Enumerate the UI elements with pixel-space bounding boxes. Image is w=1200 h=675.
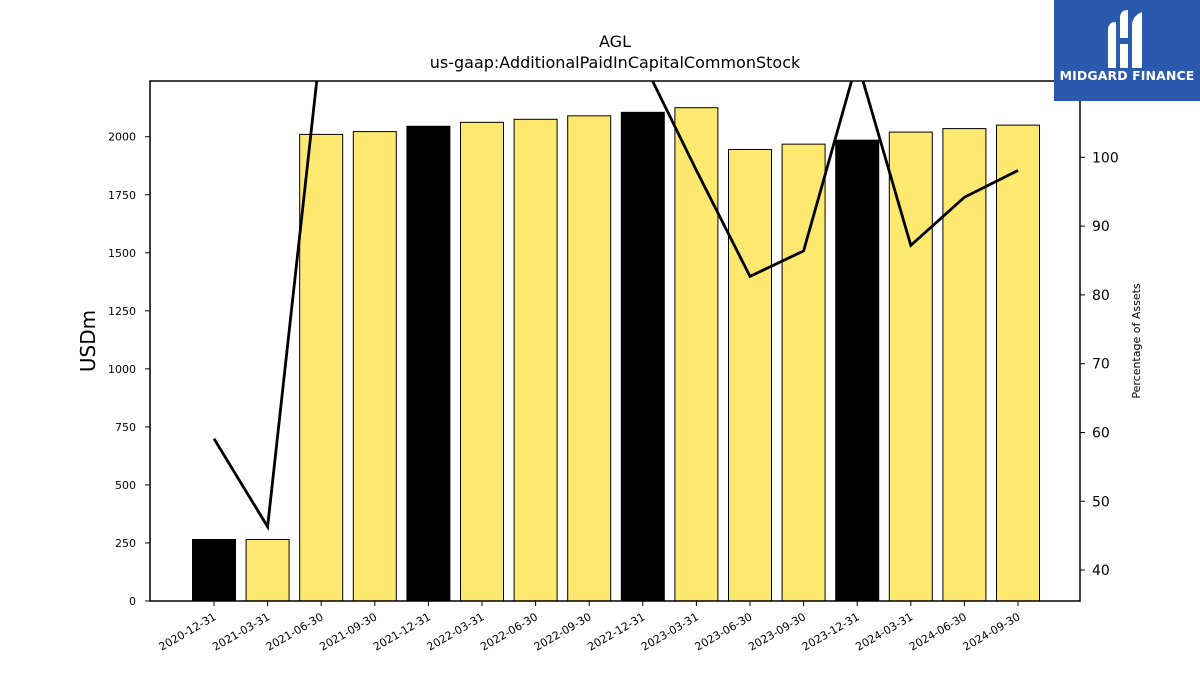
- y-tick-label: 750: [115, 421, 136, 434]
- y2-tick-label: 90: [1092, 219, 1110, 235]
- x-tick-label: 2022-09-30: [532, 610, 594, 653]
- bar-2024-06-30: [942, 128, 987, 601]
- x-tick-label: 2020-12-31: [157, 610, 219, 653]
- y2-tick-label: 50: [1092, 494, 1110, 510]
- bar-2021-12-31: [406, 125, 451, 601]
- y2-axis-label: Percentage of Assets: [1130, 283, 1143, 399]
- y2-tick-label: 40: [1092, 563, 1110, 579]
- bar-2021-06-30: [299, 133, 344, 601]
- x-tick-label: 2021-12-31: [371, 610, 433, 653]
- bar-2024-03-31: [888, 131, 933, 601]
- bar-2021-09-30: [352, 131, 397, 601]
- x-tick-label: 2024-06-30: [907, 610, 969, 653]
- x-tick-label: 2022-06-30: [478, 610, 540, 653]
- bar-2022-12-31: [620, 111, 665, 601]
- left-y-axis: 0 250 500 750 1000 1250 1500 1750 2000: [108, 131, 150, 608]
- y-tick-label: 1500: [108, 247, 136, 260]
- x-tick-label: 2023-06-30: [693, 610, 755, 653]
- percentage-of-assets-line: [212, 81, 1019, 531]
- bar-2023-09-30: [781, 143, 826, 601]
- right-y-axis: 40 50 60 70 80 90 100: [1080, 150, 1119, 579]
- bar-2021-03-31: [245, 538, 290, 601]
- y2-tick-label: 60: [1092, 425, 1110, 441]
- x-tick-label: 2021-06-30: [264, 610, 326, 653]
- y-tick-label: 250: [115, 537, 136, 550]
- bar-2022-06-30: [513, 118, 558, 601]
- bar-2024-09-30: [996, 124, 1040, 601]
- plot-frame: [149, 80, 1081, 602]
- x-tick-label: 2023-09-30: [746, 610, 808, 653]
- brand-name: MIDGARD FINANCE: [1059, 68, 1195, 83]
- chart-subtitle: us-gaap:AdditionalPaidInCapitalCommonSto…: [429, 53, 801, 72]
- x-tick-label: 2023-03-31: [639, 610, 701, 653]
- x-tick-label: 2023-12-31: [800, 610, 862, 653]
- line-series: [212, 81, 1019, 531]
- y2-tick-label: 80: [1092, 288, 1110, 304]
- bar-series: [192, 107, 1040, 601]
- x-tick-label: 2022-03-31: [425, 610, 487, 653]
- x-tick-label: 2024-09-30: [961, 610, 1023, 653]
- x-tick-label: 2024-03-31: [853, 610, 915, 653]
- y-tick-label: 0: [129, 595, 136, 608]
- bar-2023-03-31: [674, 107, 719, 601]
- bar-2022-09-30: [567, 115, 612, 601]
- bar-2022-03-31: [460, 121, 504, 601]
- bar-2023-06-30: [728, 148, 772, 601]
- bar-2023-12-31: [835, 139, 880, 601]
- midgard-logo-icon: [1108, 10, 1142, 68]
- y2-tick-label: 100: [1092, 150, 1119, 166]
- y-tick-label: 1250: [108, 305, 136, 318]
- bar-2020-12-31: [192, 538, 236, 601]
- y-tick-label: 1000: [108, 363, 136, 376]
- x-axis: 2020-12-312021-03-312021-06-302021-09-30…: [157, 601, 1023, 654]
- y-tick-label: 500: [115, 479, 136, 492]
- chart-title: AGL: [599, 32, 631, 51]
- y2-tick-label: 70: [1092, 357, 1110, 373]
- brand-logo: MIDGARD FINANCE: [1054, 0, 1200, 101]
- y-tick-label: 2000: [108, 131, 136, 144]
- x-tick-label: 2021-09-30: [317, 610, 379, 653]
- x-tick-label: 2022-12-31: [585, 610, 647, 653]
- y-tick-label: 1750: [108, 189, 136, 202]
- x-tick-label: 2021-03-31: [210, 610, 272, 653]
- y-axis-label: USDm: [76, 310, 100, 372]
